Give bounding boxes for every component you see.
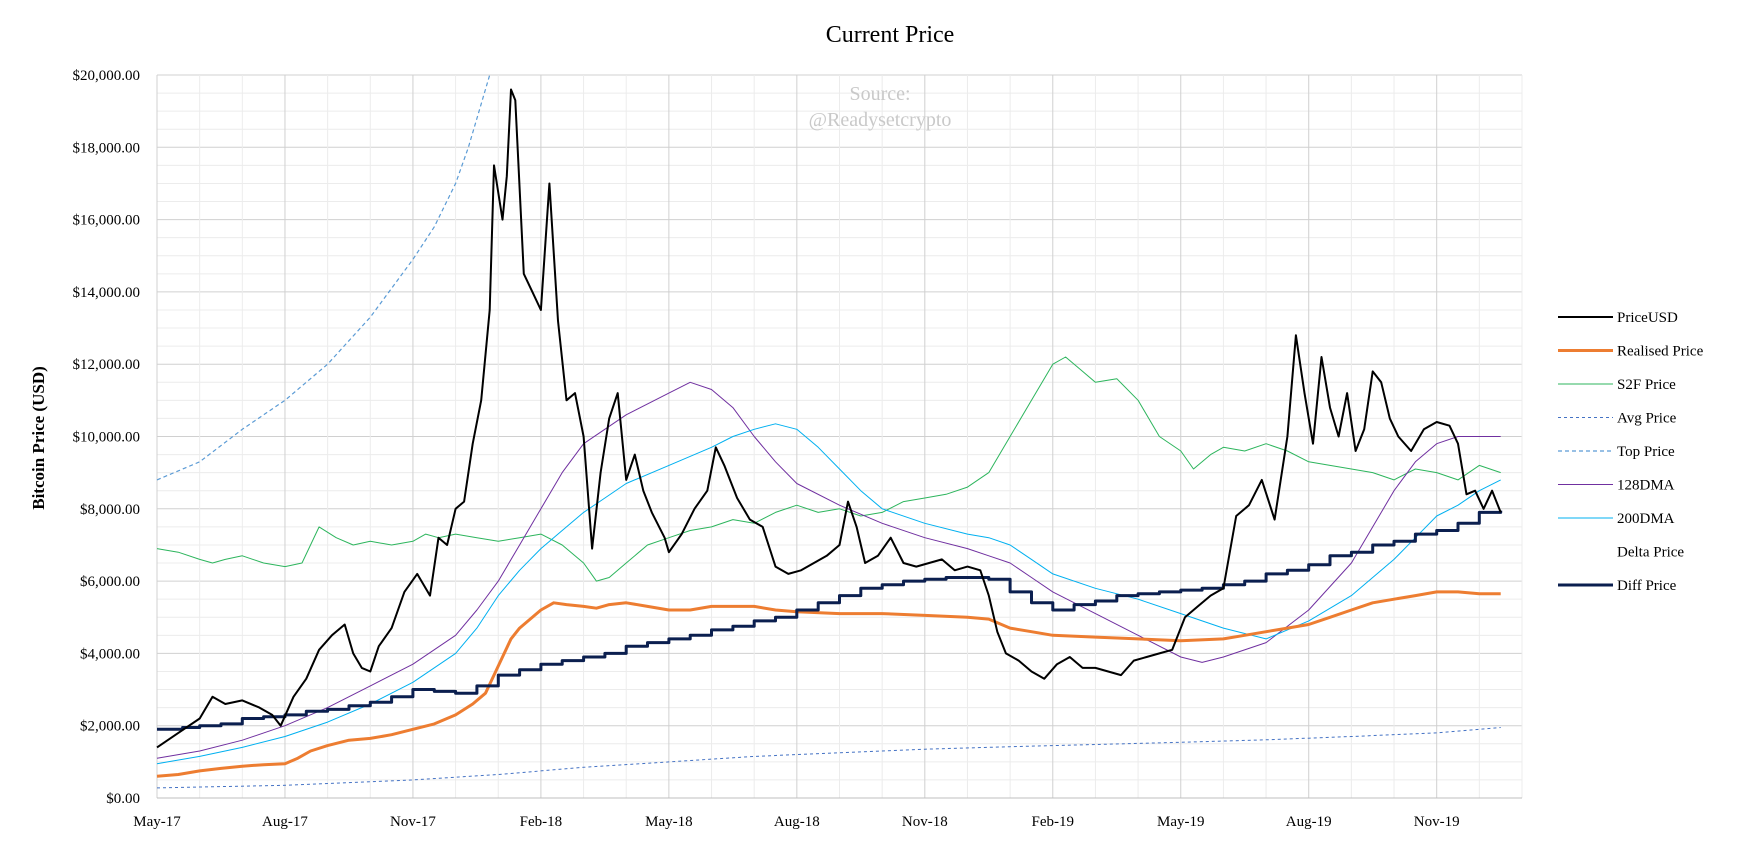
series-line-priceusd	[156, 88, 1502, 749]
x-tick-label: Aug-18	[774, 814, 820, 830]
series-line-avg-price	[156, 727, 1501, 789]
x-tick-label: Feb-19	[1032, 814, 1075, 830]
legend-label-diff-price: Diff Price	[1617, 578, 1677, 594]
legend-label-128dma: 128DMA	[1617, 478, 1675, 494]
y-axis-label: Bitcoin Price (USD)	[29, 366, 48, 510]
y-tick-label: $14,000.00	[73, 285, 141, 301]
legend-label-avg-price: Avg Price	[1617, 411, 1677, 427]
x-tick-label: Aug-19	[1286, 814, 1332, 830]
series-line-realised-price	[156, 590, 1501, 778]
y-tick-label: $10,000.00	[73, 430, 141, 446]
watermark-line-1: Source:	[849, 83, 910, 105]
series-line-top-price	[156, 74, 491, 481]
legend-label-delta-price: Delta Price	[1617, 545, 1684, 561]
y-tick-label: $0.00	[106, 791, 140, 807]
y-tick-label: $12,000.00	[73, 357, 141, 373]
y-tick-label: $4,000.00	[80, 646, 140, 662]
y-tick-label: $16,000.00	[73, 213, 141, 229]
series-line-200dma	[156, 423, 1501, 765]
legend: PriceUSD Realised Price S2F Price Avg Price…	[1558, 310, 1704, 594]
legend-label-top-price: Top Price	[1617, 444, 1675, 460]
legend-label-200dma: 200DMA	[1617, 511, 1675, 527]
x-tick-label: May-18	[645, 814, 693, 830]
y-tick-label: $20,000.00	[73, 68, 141, 84]
watermark-line-2: @Readysetcrypto	[809, 109, 952, 131]
axes: $0.00 $2,000.00 $4,000.00 $6,000.00 $8,000.0…	[73, 68, 1522, 830]
x-tick-label: Feb-18	[520, 814, 563, 830]
legend-label-realised-price: Realised Price	[1617, 344, 1704, 360]
x-tick-label: Nov-17	[390, 814, 436, 830]
x-tick-label: Nov-18	[902, 814, 948, 830]
x-tick-label: May-17	[133, 814, 181, 830]
chart-title: Current Price	[826, 22, 955, 48]
y-tick-label: $8,000.00	[80, 502, 140, 518]
y-tick-label: $6,000.00	[80, 574, 140, 590]
series-line-diff-price	[157, 510, 1503, 731]
x-tick-label: Nov-19	[1414, 814, 1460, 830]
y-tick-label: $18,000.00	[73, 140, 141, 156]
x-tick-label: May-19	[1157, 814, 1205, 830]
series-line-s2f-price	[156, 356, 1501, 582]
x-tick-label: Aug-17	[262, 814, 308, 830]
y-tick-label: $2,000.00	[80, 719, 140, 735]
legend-label-s2f-price: S2F Price	[1617, 377, 1676, 393]
series-group	[156, 74, 1503, 789]
series-line-128dma	[156, 381, 1501, 759]
grid	[156, 74, 1523, 799]
legend-label-priceusd: PriceUSD	[1617, 310, 1678, 326]
